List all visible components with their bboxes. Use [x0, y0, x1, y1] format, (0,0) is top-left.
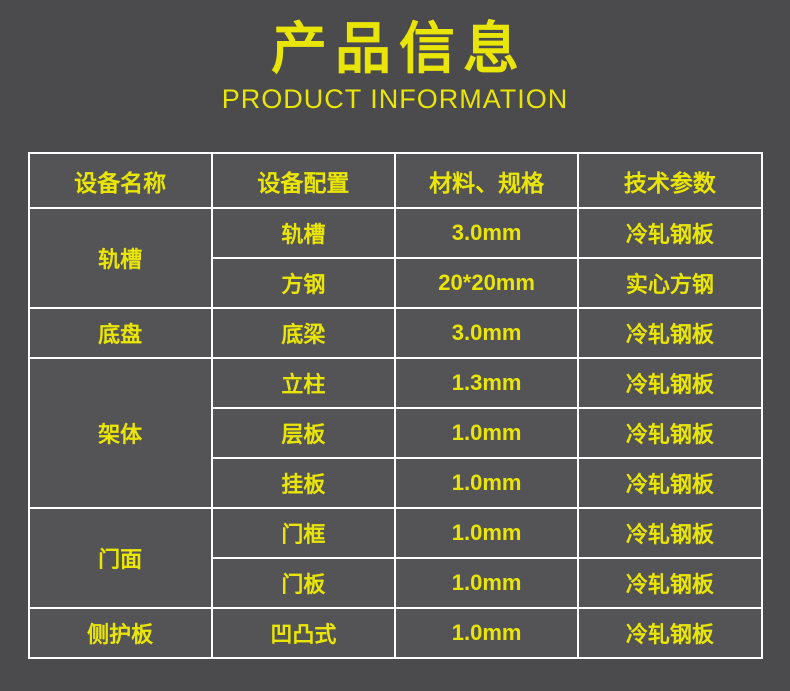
spec-cell: 1.0mm: [393, 457, 580, 509]
config-cell: 层板: [210, 407, 397, 459]
config-cell: 底梁: [210, 307, 397, 359]
spec-cell: 20*20mm: [393, 257, 580, 309]
table-row: 侧护板 凹凸式 1.0mm 冷轧钢板: [27, 607, 763, 659]
param-cell: 冷轧钢板: [577, 407, 763, 459]
config-cell: 立柱: [210, 357, 397, 409]
group-name-cell: 门面: [27, 507, 213, 609]
spec-cell: 3.0mm: [393, 207, 580, 259]
config-cell: 门板: [210, 557, 397, 609]
spec-table: 设备名称 设备配置 材料、规格 技术参数 轨槽 轨槽 3.0mm 冷轧钢板 方钢…: [27, 152, 763, 659]
table-row: 门面 门框 1.0mm 冷轧钢板: [27, 507, 763, 609]
param-cell: 实心方钢: [577, 257, 763, 309]
spec-cell: 1.0mm: [393, 507, 580, 559]
param-cell: 冷轧钢板: [577, 357, 763, 409]
param-cell: 冷轧钢板: [577, 207, 763, 259]
group-name-cell: 架体: [27, 357, 213, 509]
param-cell: 冷轧钢板: [577, 457, 763, 509]
table-row: 轨槽 轨槽 3.0mm 冷轧钢板: [27, 207, 763, 309]
config-cell: 挂板: [210, 457, 397, 509]
col-header-tech-params: 技术参数: [577, 152, 763, 209]
table-row: 门板 1.0mm 冷轧钢板: [29, 557, 763, 609]
config-cell: 凹凸式: [210, 607, 397, 659]
config-cell: 轨槽: [210, 207, 397, 259]
col-header-device-name: 设备名称: [27, 152, 213, 209]
group-name-cell: 底盘: [27, 307, 213, 359]
spec-cell: 1.0mm: [393, 607, 580, 659]
spec-cell: 1.0mm: [393, 557, 580, 609]
table-header-row: 设备名称 设备配置 材料、规格 技术参数: [27, 152, 763, 209]
col-header-material-spec: 材料、规格: [393, 152, 580, 209]
title-block: 产品信息 PRODUCT INFORMATION: [0, 0, 790, 114]
param-cell: 冷轧钢板: [577, 507, 763, 559]
table-row: 架体 立柱 1.3mm 冷轧钢板: [27, 357, 763, 509]
col-header-device-config: 设备配置: [210, 152, 397, 209]
spec-cell: 1.0mm: [393, 407, 580, 459]
page-title: 产品信息: [271, 17, 527, 80]
table-row: 挂板 1.0mm 冷轧钢板: [29, 457, 763, 509]
group-name-cell: 侧护板: [27, 607, 213, 659]
table-row: 方钢 20*20mm 实心方钢: [29, 257, 763, 309]
config-cell: 方钢: [210, 257, 397, 309]
param-cell: 冷轧钢板: [577, 607, 763, 659]
config-cell: 门框: [210, 507, 397, 559]
param-cell: 冷轧钢板: [577, 557, 763, 609]
group-name-cell: 轨槽: [27, 207, 213, 309]
spec-cell: 3.0mm: [393, 307, 580, 359]
table-row: 层板 1.0mm 冷轧钢板: [29, 407, 763, 459]
table-row: 底盘 底梁 3.0mm 冷轧钢板: [27, 307, 763, 359]
param-cell: 冷轧钢板: [577, 307, 763, 359]
spec-cell: 1.3mm: [393, 357, 580, 409]
page-subtitle: PRODUCT INFORMATION: [221, 84, 569, 114]
